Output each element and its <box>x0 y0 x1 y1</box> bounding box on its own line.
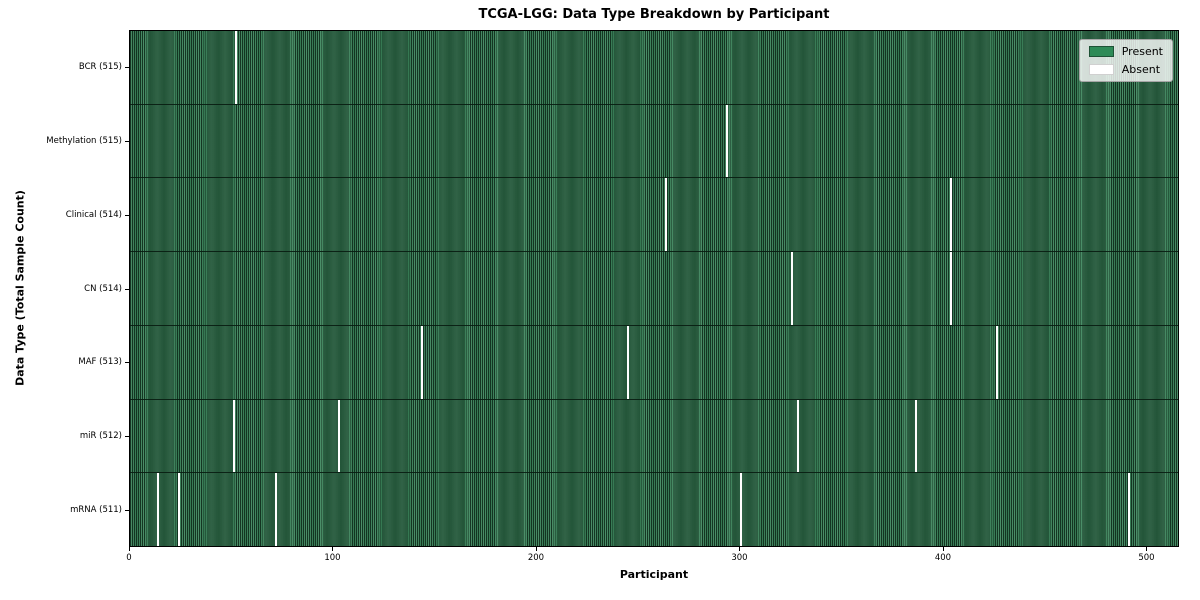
xtick-label-0: 0 <box>126 553 132 563</box>
ytick-label-mir: miR (512) <box>79 431 122 442</box>
legend-label-absent: Absent <box>1121 63 1161 76</box>
absent-marker <box>421 325 424 399</box>
heatmap-row-bcr <box>130 31 1178 104</box>
ytick-mark <box>125 288 129 290</box>
ytick-mark <box>125 66 129 68</box>
legend-entry-present: Present <box>1088 45 1163 58</box>
ytick-label-cn: CN (514) <box>84 283 122 294</box>
ytick-mark <box>125 510 129 512</box>
xtick-mark <box>332 547 334 551</box>
heatmap-row-methylation <box>130 103 1178 178</box>
absent-marker <box>338 399 341 473</box>
absent-marker <box>791 252 794 325</box>
absent-marker <box>797 399 800 473</box>
ytick-label-methylation: Methylation (515) <box>46 135 122 146</box>
xtick-label-300: 300 <box>731 553 748 563</box>
xtick-label-500: 500 <box>1138 553 1155 563</box>
absent-marker <box>915 399 917 473</box>
heatmap-row-clinical <box>130 177 1178 252</box>
xtick-mark <box>739 547 741 551</box>
present-swatch-icon <box>1088 46 1114 57</box>
xtick-label-400: 400 <box>934 553 952 563</box>
absent-marker <box>949 252 952 325</box>
heatmap-row-mir <box>130 398 1178 473</box>
ytick-label-maf: MAF (513) <box>78 357 122 368</box>
xtick-mark <box>1146 547 1148 551</box>
xtick-label-200: 200 <box>527 553 545 563</box>
absent-marker <box>996 325 999 399</box>
absent-marker <box>949 178 952 252</box>
absent-marker <box>740 473 743 547</box>
ytick-mark <box>125 140 129 142</box>
xtick-label-100: 100 <box>324 553 341 563</box>
legend: Present Absent <box>1078 39 1173 82</box>
absent-marker <box>665 178 668 252</box>
xtick-mark <box>129 547 130 551</box>
x-axis-label: Participant <box>619 568 689 581</box>
absent-marker <box>157 473 160 547</box>
absent-marker <box>626 325 629 399</box>
ytick-label-clinical: Clinical (514) <box>65 209 122 220</box>
absent-marker <box>234 31 237 104</box>
absent-marker <box>1128 473 1131 547</box>
legend-entry-absent: Absent <box>1088 63 1163 76</box>
heatmap-row-mrna <box>130 472 1178 547</box>
legend-label-present: Present <box>1121 45 1163 58</box>
xtick-mark <box>942 547 944 551</box>
absent-marker <box>275 473 278 547</box>
chart-title: TCGA-LGG: Data Type Breakdown by Partici… <box>478 7 830 22</box>
plot-area: Present Absent <box>129 30 1179 547</box>
heatmap-row-maf <box>130 324 1178 399</box>
ytick-mark <box>125 436 129 438</box>
ytick-mark <box>125 214 129 216</box>
heatmap-row-cn <box>130 251 1178 325</box>
xtick-mark <box>535 547 537 551</box>
ytick-label-mrna: mRNA (511) <box>70 505 122 516</box>
ytick-label-bcr: BCR (515) <box>78 61 122 72</box>
absent-marker <box>726 104 729 178</box>
ytick-mark <box>125 362 129 364</box>
absent-swatch-icon <box>1088 64 1114 75</box>
absent-marker <box>177 473 180 547</box>
absent-marker <box>232 399 235 473</box>
